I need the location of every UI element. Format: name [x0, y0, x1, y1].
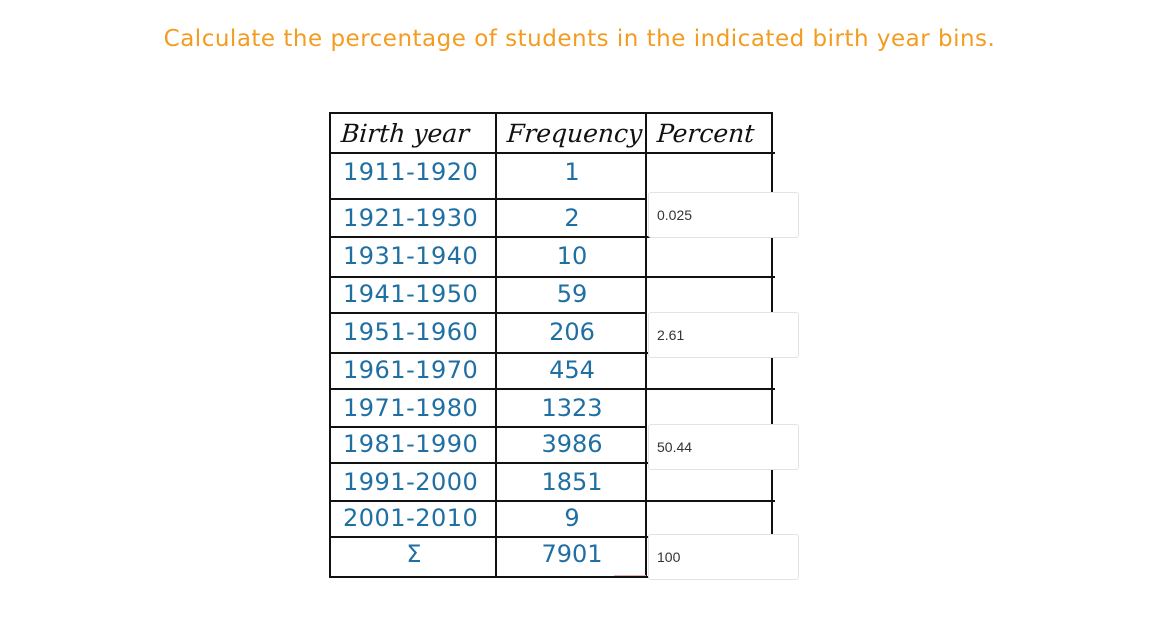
- frequency-cell: 1851: [541, 468, 603, 496]
- total-symbol: Σ: [406, 540, 422, 568]
- frequency-cell: 59: [556, 280, 588, 308]
- birth-year-cell: 1941-1950: [343, 280, 479, 308]
- frequency-table-image: Birth year Frequency Percent 1911-1920 1…: [329, 112, 775, 578]
- row-divider: [331, 152, 775, 154]
- percent-input-1981-1990[interactable]: [648, 424, 799, 470]
- row-divider: [331, 500, 775, 502]
- frequency-cell: 206: [549, 318, 595, 346]
- birth-year-cell: 1991-2000: [343, 468, 479, 496]
- header-birth-year: Birth year: [340, 119, 471, 148]
- percent-input-total[interactable]: [648, 534, 799, 580]
- column-divider-1: [495, 114, 497, 576]
- birth-year-cell: 1971-1980: [343, 394, 479, 422]
- birth-year-cell: 1921-1930: [343, 204, 479, 232]
- row-divider: [331, 388, 775, 390]
- birth-year-cell: 1931-1940: [343, 242, 479, 270]
- row-divider: [331, 352, 775, 354]
- frequency-cell: 454: [549, 356, 595, 384]
- column-divider-2: [645, 114, 647, 576]
- header-percent: Percent: [656, 119, 756, 148]
- birth-year-cell: 1961-1970: [343, 356, 479, 384]
- question-prompt: Calculate the percentage of students in …: [163, 26, 996, 52]
- frequency-cell: 9: [564, 504, 580, 532]
- header-frequency: Frequency: [506, 119, 644, 148]
- row-divider: [331, 462, 775, 464]
- frequency-cell: 3986: [541, 430, 603, 458]
- row-divider: [331, 236, 775, 238]
- birth-year-cell: 1911-1920: [343, 158, 479, 186]
- row-divider: [331, 312, 645, 314]
- frequency-cell: 2: [564, 204, 580, 232]
- frequency-cell: 1: [564, 158, 580, 186]
- row-divider: [331, 536, 775, 538]
- percent-input-1951-1960[interactable]: [648, 312, 799, 358]
- frequency-cell: 10: [556, 242, 588, 270]
- pink-underline: [614, 575, 646, 576]
- row-divider: [331, 276, 775, 278]
- birth-year-cell: 1981-1990: [343, 430, 479, 458]
- birth-year-cell: 1951-1960: [343, 318, 479, 346]
- row-divider: [331, 198, 645, 200]
- birth-year-cell: 2001-2010: [343, 504, 479, 532]
- frequency-cell: 1323: [541, 394, 603, 422]
- percent-input-1921-1930[interactable]: [648, 192, 799, 238]
- row-divider: [331, 426, 645, 428]
- total-frequency-cell: 7901: [541, 540, 603, 568]
